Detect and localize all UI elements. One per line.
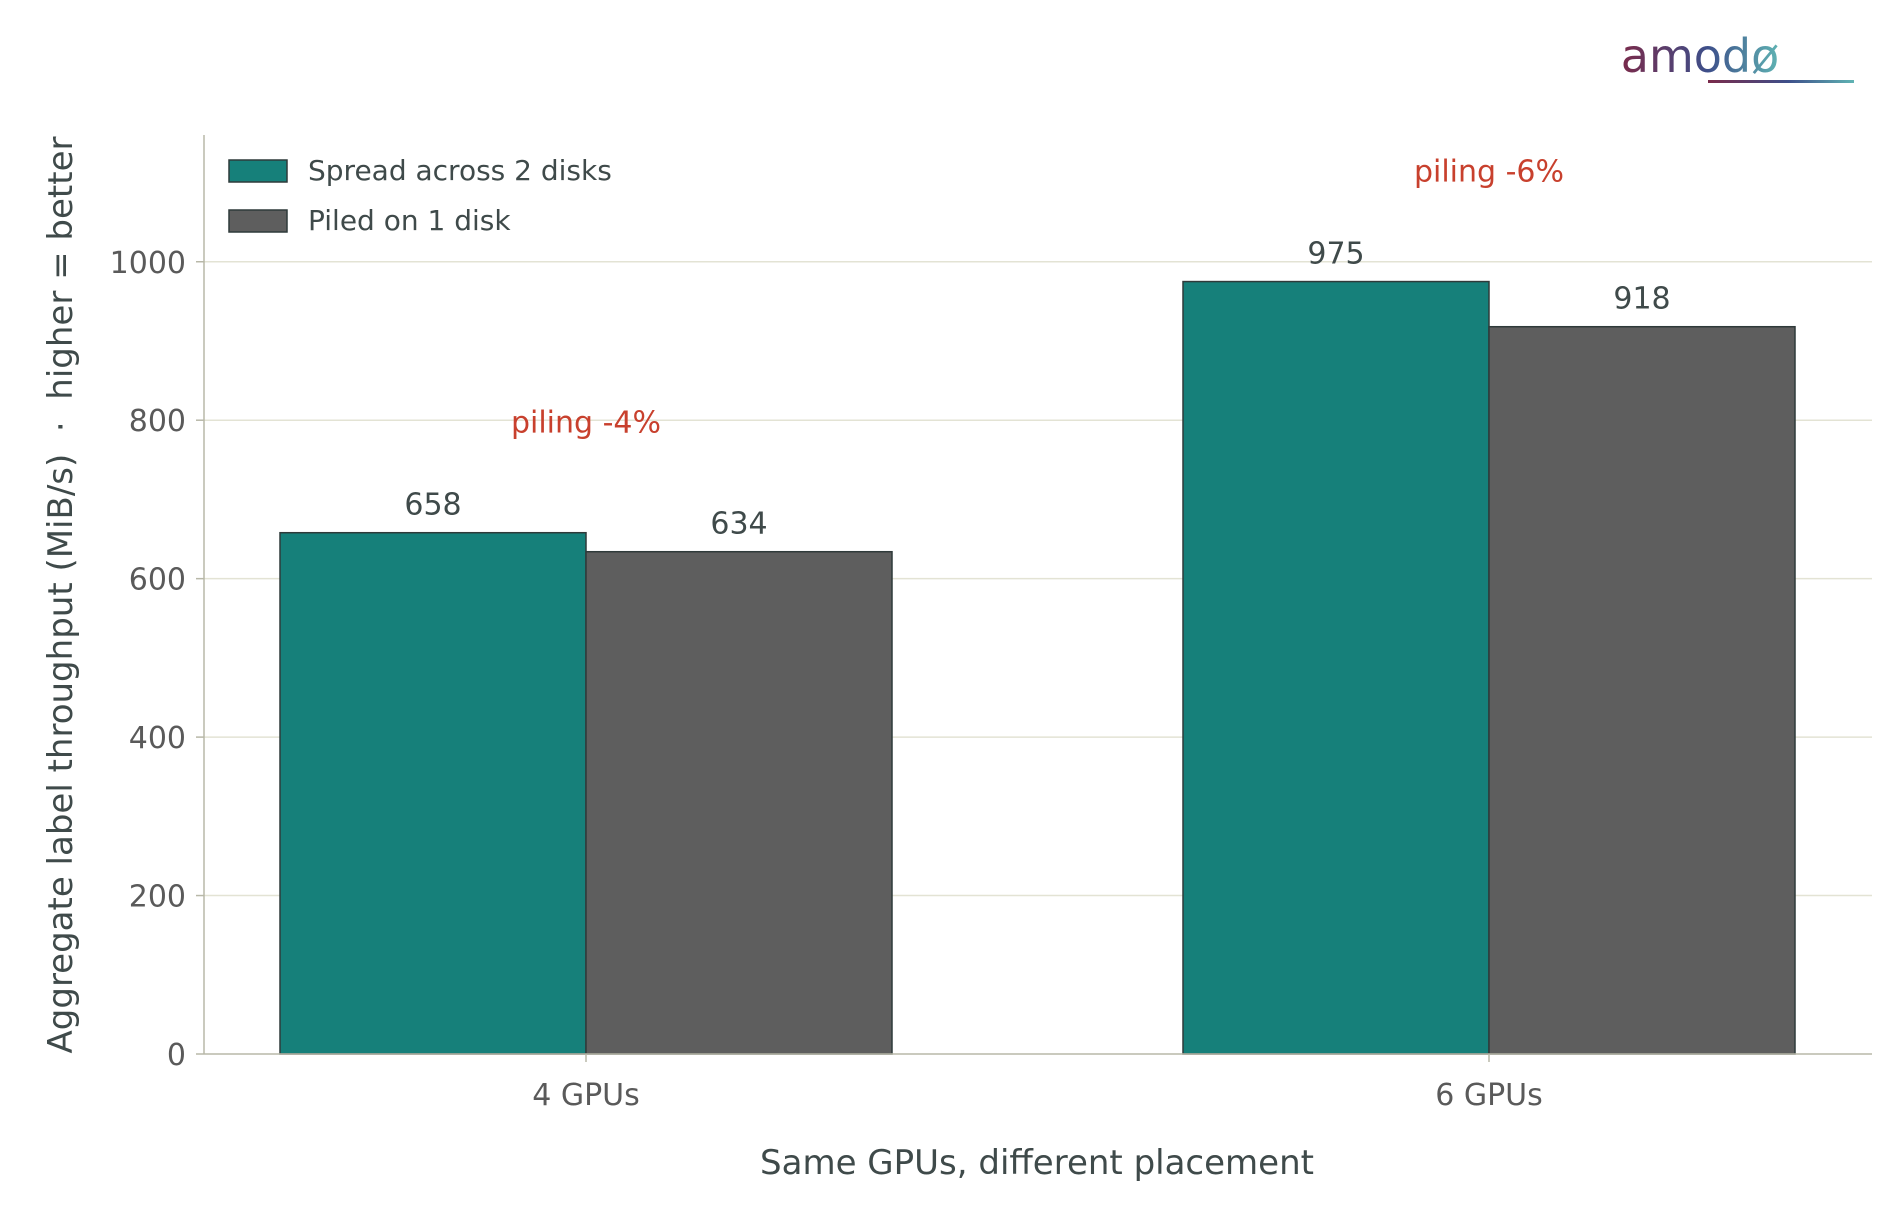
y-tick-label: 600 xyxy=(129,563,186,598)
annotations: piling -4% piling -6% xyxy=(511,155,1564,441)
legend-label: Piled on 1 disk xyxy=(308,204,511,237)
bars xyxy=(279,280,1796,1055)
y-tick-label: 1000 xyxy=(110,246,186,281)
annotation-label: piling -6% xyxy=(1414,155,1564,190)
bar xyxy=(585,550,893,1055)
data-label: 918 xyxy=(1613,282,1670,317)
y-axis-ticks: 0 200 400 600 800 1000 xyxy=(110,246,204,1073)
y-tick-label: 800 xyxy=(129,404,186,439)
bar xyxy=(1488,325,1796,1055)
data-label: 658 xyxy=(404,488,461,523)
y-axis-label: Aggregate label throughput (MiB/s) · hig… xyxy=(41,137,81,1054)
bar xyxy=(1182,280,1490,1055)
brand-logo-underline xyxy=(1708,80,1854,83)
x-axis-ticks: 4 GPUs 6 GPUs xyxy=(532,1054,1543,1113)
data-label: 634 xyxy=(710,507,767,542)
x-tick-label: 4 GPUs xyxy=(532,1078,640,1113)
y-tick-label: 400 xyxy=(129,721,186,756)
legend: Spread across 2 disks Piled on 1 disk xyxy=(228,154,612,237)
legend-label: Spread across 2 disks xyxy=(308,154,612,187)
data-label: 975 xyxy=(1307,237,1364,272)
annotation-label: piling -4% xyxy=(511,406,661,441)
x-axis-label: Same GPUs, different placement xyxy=(760,1143,1314,1183)
data-labels: 658 975 634 918 xyxy=(404,237,1670,542)
brand-logo: amodø xyxy=(1621,29,1854,83)
legend-swatch xyxy=(228,159,288,183)
y-tick-label: 200 xyxy=(129,880,186,915)
y-tick-label: 0 xyxy=(167,1038,186,1073)
legend-swatch xyxy=(228,209,288,233)
bar xyxy=(279,531,587,1055)
brand-logo-text: amodø xyxy=(1621,29,1779,83)
x-tick-label: 6 GPUs xyxy=(1435,1078,1543,1113)
